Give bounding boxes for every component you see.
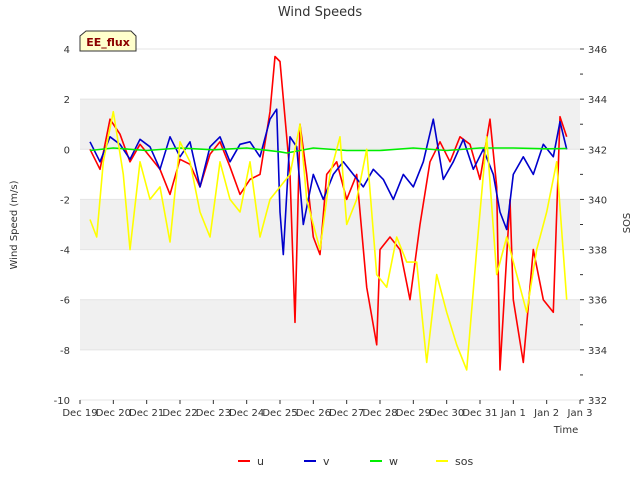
x-tick-label: Dec 25 [262,408,297,419]
y-tick-label: 4 [64,45,70,56]
series-group [89,55,568,371]
legend-label-sos: sos [455,455,473,468]
x-tick-label: Dec 27 [329,408,364,419]
plot-band [80,299,580,350]
x-tick-label: Dec 31 [462,408,497,419]
y-tick-label: -4 [60,246,70,257]
x-tick-label: Jan 2 [533,408,559,419]
series-line-sos [89,110,568,371]
x-tick-label: Dec 26 [296,408,331,419]
x-tick-label: Dec 28 [362,408,397,419]
y2-tick-label: 338 [588,246,607,257]
chart-title: Wind Speeds [278,5,363,20]
x-axis-label: Time [553,425,578,436]
y2-tick-label: 336 [588,296,607,307]
x-tick-label: Dec 23 [196,408,231,419]
x-tick-label: Dec 19 [62,408,97,419]
x-tick-label: Dec 24 [229,408,264,419]
y-tick-label: -6 [60,296,70,307]
badge-box [79,30,137,52]
series-line-v [89,108,568,256]
y-tick-label: -2 [60,195,70,206]
plot-band [80,99,580,150]
y-tick-label: 0 [64,145,70,156]
y2-tick-label: 342 [588,145,607,156]
y-tick-label: -10 [54,396,70,407]
x-tick-label: Dec 29 [396,408,431,419]
x-tick-label: Jan 1 [500,408,526,419]
series-line-u [89,55,568,371]
y2-axis-label: SOS [622,213,633,234]
y2-tick-label: 346 [588,45,607,56]
badge: EE_flux [79,30,137,52]
y-tick-label: 2 [64,95,70,106]
x-tick-label: Jan 3 [567,408,593,419]
legend-label-u: u [257,455,264,468]
legend-label-w: w [389,455,398,468]
y2-tick-label: 344 [588,95,607,106]
y2-tick-label: 332 [588,396,607,407]
badge-label: EE_flux [86,36,130,49]
legend: u v w sos [238,455,473,468]
x-tick-label: Dec 22 [162,408,197,419]
x-tick-label: Dec 21 [129,408,164,419]
y-tick-label: -8 [60,346,70,357]
axes-group: -10 -8 -6 -4 -2 0 2 4 332 334 336 338 340 342 344 346 De… [54,45,607,419]
x-tick-label: Dec 30 [429,408,464,419]
y2-tick-label: 334 [588,346,607,357]
y-axis-label: Wind Speed (m/s) [9,180,20,269]
x-tick-label: Dec 20 [96,408,131,419]
legend-label-v: v [323,455,330,468]
series-line-w [89,147,567,154]
y2-tick-label: 340 [588,195,607,206]
